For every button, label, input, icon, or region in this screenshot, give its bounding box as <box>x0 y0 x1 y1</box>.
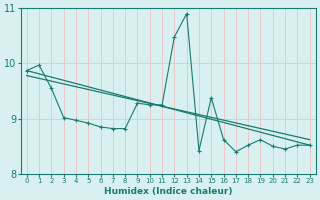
X-axis label: Humidex (Indice chaleur): Humidex (Indice chaleur) <box>104 187 232 196</box>
